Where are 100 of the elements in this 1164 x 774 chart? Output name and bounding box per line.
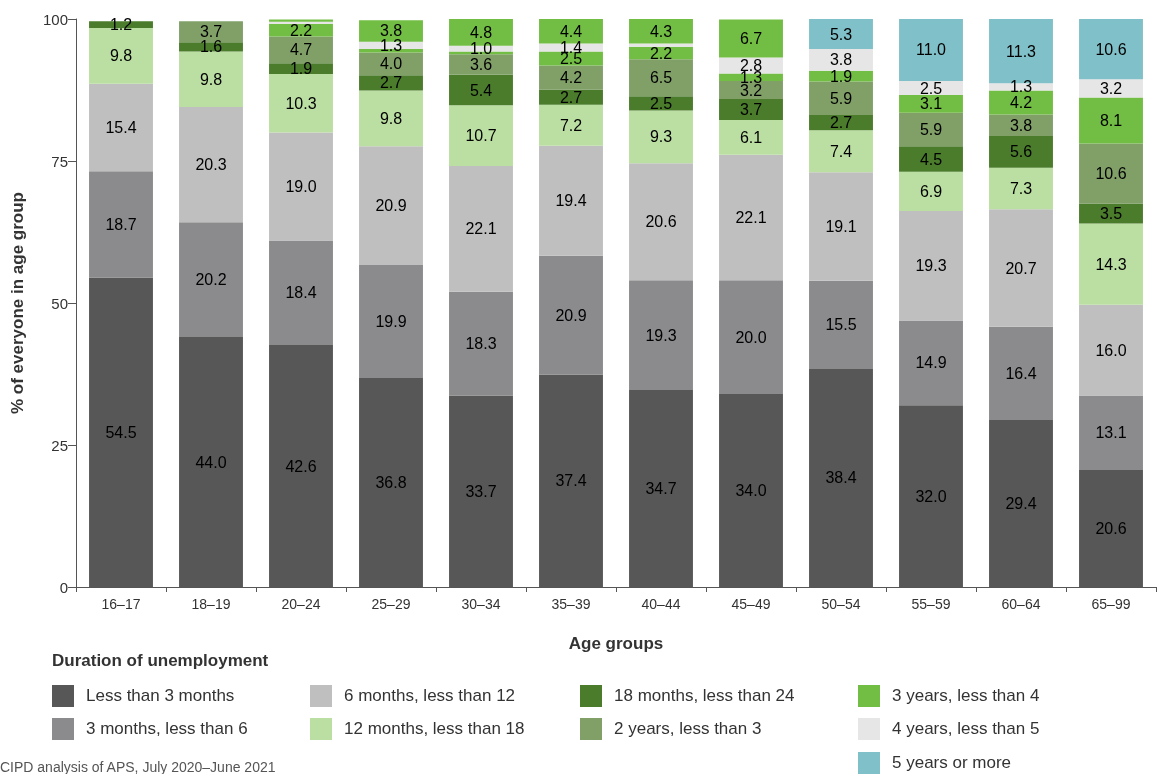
bar	[629, 110, 693, 164]
bar	[1079, 395, 1143, 470]
y-tick-label: 25	[51, 436, 68, 454]
data-label: 8.1	[1099, 111, 1123, 129]
data-label: 6.9	[919, 182, 943, 200]
bar	[539, 89, 603, 105]
bar	[629, 280, 693, 390]
bar	[449, 105, 513, 167]
data-label: 36.8	[375, 473, 407, 491]
data-label: 19.3	[645, 326, 677, 344]
bar	[899, 146, 963, 172]
data-label: 22.1	[465, 220, 497, 238]
bar	[449, 291, 513, 396]
bar	[809, 280, 873, 369]
bar	[809, 172, 873, 281]
data-label: 4.5	[919, 150, 943, 168]
bar	[1079, 97, 1143, 144]
data-label: 20.3	[195, 156, 227, 174]
bar	[269, 36, 333, 64]
data-label: 32.0	[915, 487, 947, 505]
data-label: 4.7	[289, 41, 313, 59]
data-label: 2.7	[559, 88, 583, 106]
data-label: 10.3	[285, 94, 317, 112]
bar	[1079, 304, 1143, 396]
legend-title: Duration of unemployment	[52, 651, 269, 670]
data-label: 4.4	[559, 22, 583, 40]
data-label: 1.9	[289, 60, 313, 78]
x-tick-label: 50–54	[821, 596, 861, 612]
data-label: 10.6	[1095, 40, 1127, 58]
bar	[899, 320, 963, 406]
legend-label: 12 months, less than 18	[344, 719, 525, 738]
bar	[809, 19, 873, 50]
data-label: 19.0	[285, 178, 317, 196]
data-label: 4.0	[379, 55, 403, 73]
legend-label: 6 months, less than 12	[344, 686, 516, 705]
data-label: 18.7	[105, 215, 137, 233]
data-label: 3.8	[1009, 116, 1033, 134]
data-label: 14.9	[915, 354, 947, 372]
bar	[809, 49, 873, 71]
y-axis-title: % of everyone in age group	[8, 192, 27, 414]
bar	[899, 171, 963, 211]
data-label: 2.5	[919, 79, 943, 97]
data-label: 1.9	[829, 67, 853, 85]
bar	[179, 222, 243, 338]
bar	[629, 19, 693, 44]
data-label: 15.4	[105, 118, 137, 136]
bar	[629, 59, 693, 97]
x-tick-label: 16–17	[101, 596, 141, 612]
y-tick-label: 75	[51, 152, 68, 170]
data-label: 20.0	[735, 328, 767, 346]
bar	[89, 28, 153, 84]
data-label: 9.8	[199, 70, 223, 88]
bar	[719, 280, 783, 394]
data-label: 4.2	[559, 69, 583, 86]
bar	[269, 132, 333, 241]
data-label: 3.8	[379, 22, 403, 40]
data-label: 16.4	[1005, 364, 1037, 382]
data-label: 3.7	[739, 101, 763, 119]
data-label: 2.5	[649, 94, 673, 112]
bar	[359, 146, 423, 265]
bar	[449, 166, 513, 292]
bar	[809, 81, 873, 115]
data-label: 18.3	[465, 335, 497, 353]
x-tick-label: 45–49	[731, 596, 771, 612]
data-label: 3.1	[919, 95, 943, 113]
bar	[359, 75, 423, 91]
data-label: 9.3	[649, 128, 673, 146]
legend-label: 4 years, less than 5	[892, 719, 1040, 738]
data-label: 34.0	[735, 481, 767, 499]
data-label: 5.9	[919, 120, 943, 138]
bar	[359, 264, 423, 378]
data-label: 6.5	[649, 69, 673, 87]
bar	[719, 154, 783, 281]
bar	[539, 51, 603, 66]
bar	[179, 51, 243, 108]
data-label: 4.3	[649, 22, 673, 40]
bar	[899, 112, 963, 147]
bar	[449, 74, 513, 106]
data-label: 29.4	[1005, 495, 1037, 512]
data-label: 20.7	[1005, 259, 1037, 277]
bar	[359, 90, 423, 147]
x-tick-label: 35–39	[551, 596, 591, 612]
data-label: 2.7	[829, 114, 853, 132]
bar	[1079, 223, 1143, 305]
data-label: 7.4	[829, 142, 853, 160]
data-label: 44.0	[195, 453, 227, 471]
x-tick-label: 55–59	[911, 596, 951, 612]
x-axis-title: Age groups	[568, 634, 664, 653]
data-label: 34.7	[645, 479, 677, 497]
x-tick-label: 25–29	[371, 596, 411, 612]
data-label: 20.6	[645, 213, 677, 231]
data-label: 5.3	[829, 25, 853, 43]
bar	[719, 120, 783, 155]
bar	[989, 326, 1053, 421]
bar	[1079, 143, 1143, 204]
bar	[1079, 19, 1143, 80]
bar	[989, 167, 1053, 210]
data-label: 19.4	[555, 192, 587, 210]
data-label: 54.5	[105, 423, 137, 441]
data-label: 6.1	[739, 128, 763, 146]
